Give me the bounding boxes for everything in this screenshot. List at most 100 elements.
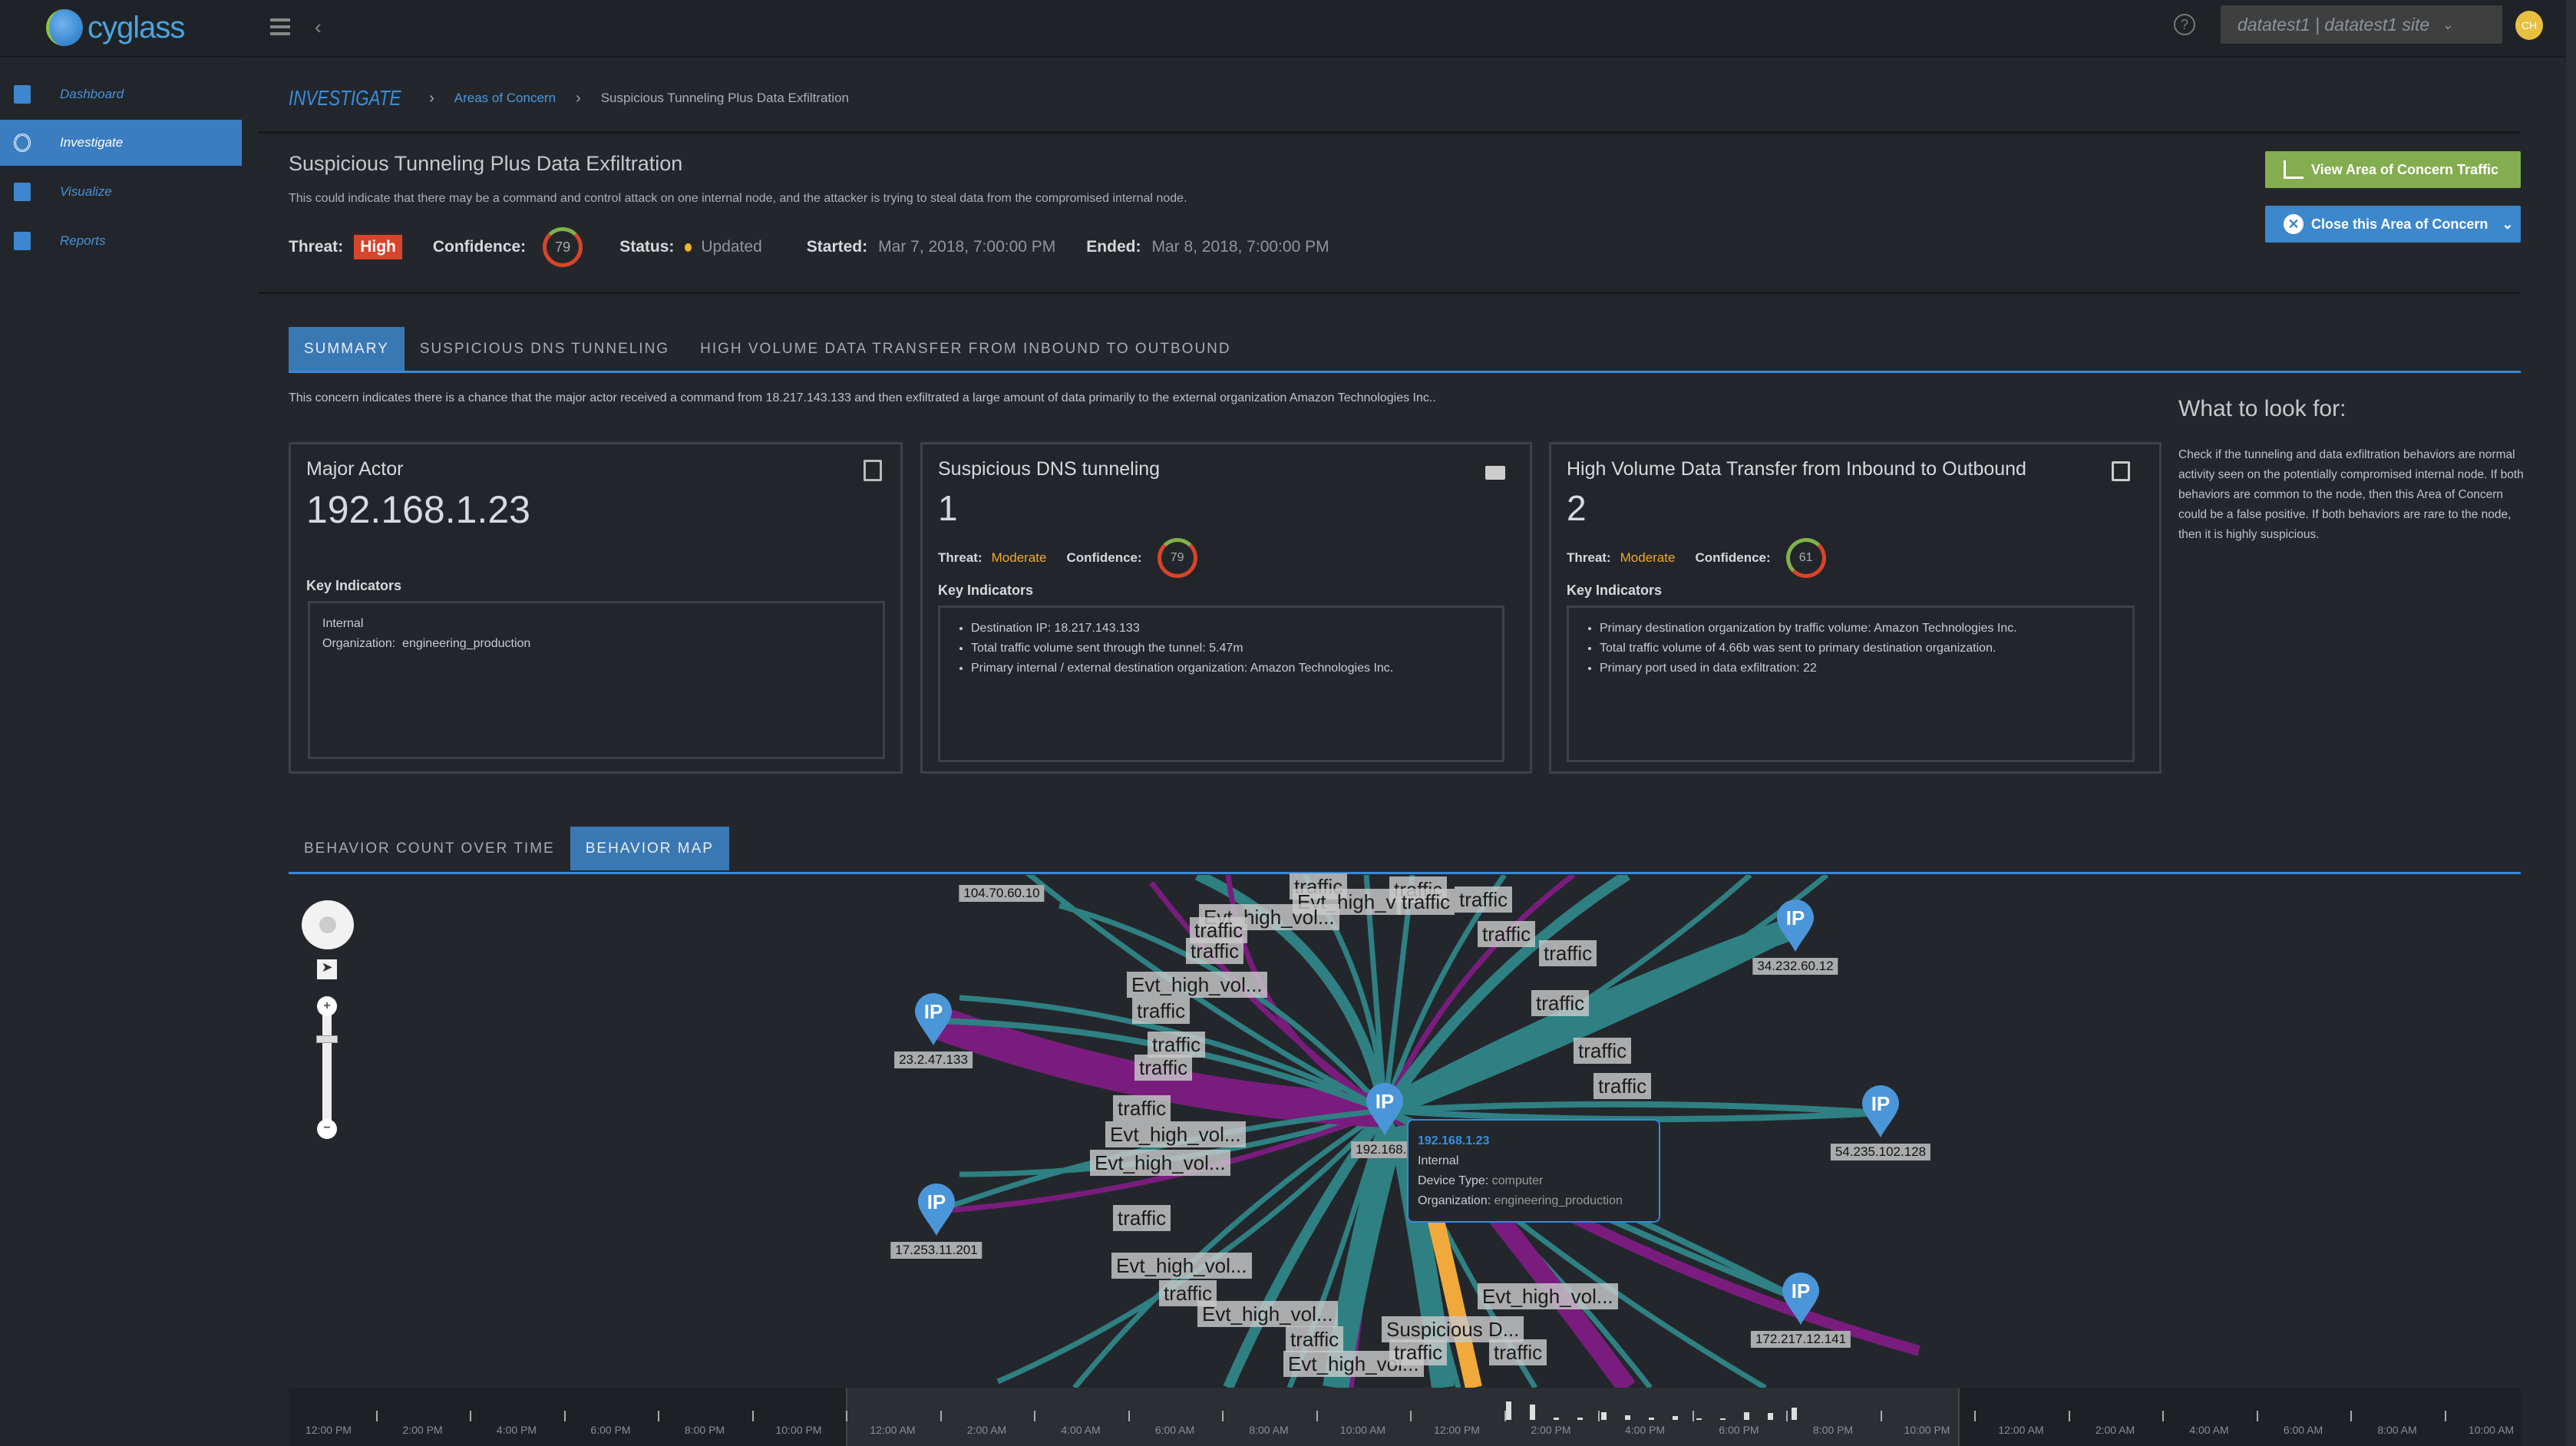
edge[interactable]: [1348, 1110, 1388, 1388]
tab-summary[interactable]: SUMMARY: [289, 327, 405, 371]
help-icon[interactable]: ?: [2174, 14, 2195, 35]
edge-label[interactable]: Evt_high_vol...: [1199, 904, 1339, 930]
edge[interactable]: [1383, 875, 1829, 1114]
edge[interactable]: [1149, 880, 1387, 1113]
page-scrollbar[interactable]: [2566, 0, 2576, 1446]
edge[interactable]: [1379, 916, 1800, 1121]
edge[interactable]: [1382, 875, 1507, 1112]
collapse-chevron-icon[interactable]: ‹: [315, 15, 322, 38]
zoom-slider-handle[interactable]: [316, 1035, 338, 1043]
page-title: Suspicious Tunneling Plus Data Exfiltrat…: [289, 152, 683, 175]
edge[interactable]: [996, 1108, 1387, 1385]
tab-behavior-count[interactable]: BEHAVIOR COUNT OVER TIME: [304, 840, 555, 857]
edge-label[interactable]: traffic: [1132, 998, 1191, 1024]
edge[interactable]: [1380, 875, 1630, 1114]
edge[interactable]: [1286, 1110, 1388, 1388]
timeline-tick-label: 2:00 AM: [2095, 1424, 2135, 1436]
edge-label[interactable]: Evt_high_vol...: [1283, 1351, 1424, 1377]
edge[interactable]: [1225, 875, 1386, 1114]
edge[interactable]: [1383, 875, 1752, 1114]
edge-label[interactable]: traffic: [1389, 1339, 1448, 1365]
sidebar-item-reports[interactable]: Reports: [0, 218, 242, 264]
edge-label[interactable]: Evt_high_vol...: [1127, 972, 1267, 998]
edge[interactable]: [1223, 1107, 1389, 1388]
edge-label[interactable]: traffic: [1286, 1326, 1344, 1352]
edge-label[interactable]: Evt_high_vol...: [1197, 1301, 1338, 1327]
edge-label[interactable]: traffic: [1389, 877, 1448, 903]
ip-node[interactable]: IP: [918, 1184, 955, 1236]
sidebar-item-visualize[interactable]: Visualize: [0, 169, 242, 215]
edge-label[interactable]: traffic: [1186, 938, 1244, 964]
ip-node[interactable]: IP: [1862, 1085, 1899, 1137]
avatar[interactable]: CH: [2515, 11, 2543, 40]
status-dot: [685, 243, 692, 252]
edge[interactable]: [1382, 919, 1799, 1119]
edge-label[interactable]: traffic: [1489, 1339, 1547, 1365]
edge-label[interactable]: traffic: [1397, 889, 1455, 915]
edge[interactable]: [1323, 1122, 1405, 1388]
edge-label[interactable]: traffic: [1159, 1280, 1217, 1306]
timeline-tick: [470, 1411, 471, 1421]
ip-node-icon-text: IP: [1376, 1090, 1395, 1113]
breadcrumb-parent-link[interactable]: Areas of Concern: [454, 91, 556, 105]
network-icon[interactable]: [1485, 466, 1505, 480]
edge[interactable]: [1363, 875, 1388, 1111]
edge-label[interactable]: traffic: [1593, 1073, 1652, 1099]
external-link-icon[interactable]: [2112, 461, 2130, 481]
ip-node[interactable]: IP: [1366, 1083, 1403, 1135]
edge[interactable]: [1072, 1108, 1386, 1388]
edge-label[interactable]: Evt_high_vol...: [1111, 1253, 1252, 1279]
edge-label[interactable]: Evt_high_v: [1293, 889, 1401, 915]
edge[interactable]: [936, 1108, 1386, 1214]
edge[interactable]: [935, 1108, 1385, 1214]
edge[interactable]: [1195, 875, 1390, 1112]
ip-node[interactable]: IP: [915, 993, 952, 1045]
edge-label[interactable]: traffic: [1455, 886, 1513, 913]
edge[interactable]: [1384, 1101, 1881, 1116]
edge[interactable]: [927, 1005, 1386, 1127]
ip-node[interactable]: IP: [1777, 900, 1814, 952]
menu-icon[interactable]: [270, 18, 290, 35]
edge-label[interactable]: Evt_high_vol...: [1478, 1283, 1618, 1309]
edge-label[interactable]: traffic: [1113, 1205, 1171, 1231]
edge-label[interactable]: Suspicious D...: [1382, 1316, 1524, 1342]
edge-label[interactable]: traffic: [1290, 873, 1348, 900]
edge-label[interactable]: traffic: [1478, 921, 1536, 947]
ip-pin-icon: [1782, 1273, 1819, 1325]
sidebar-item-dashboard[interactable]: Dashboard: [0, 71, 242, 117]
tab-high-volume-transfer[interactable]: HIGH VOLUME DATA TRANSFER FROM INBOUND T…: [700, 340, 1231, 357]
zoom-in-icon[interactable]: +: [317, 996, 337, 1016]
threat-value: Moderate: [991, 550, 1047, 565]
edge[interactable]: [959, 995, 1386, 1114]
edge-label[interactable]: traffic: [1113, 1095, 1171, 1121]
tab-behavior-map[interactable]: BEHAVIOR MAP: [570, 827, 729, 870]
edge[interactable]: [1382, 875, 1576, 1112]
edge[interactable]: [959, 1108, 1386, 1177]
zoom-out-icon[interactable]: −: [317, 1119, 337, 1139]
edge-label[interactable]: traffic: [1148, 1032, 1206, 1058]
ip-node[interactable]: IP: [1782, 1273, 1819, 1325]
edge[interactable]: [1303, 875, 1388, 1111]
edge-label[interactable]: traffic: [1531, 990, 1590, 1016]
edge[interactable]: [1002, 852, 1386, 1114]
close-concern-button[interactable]: ✕ Close this Area of Concern ⌄: [2265, 206, 2521, 243]
edge-label[interactable]: traffic: [1134, 1055, 1193, 1081]
edge[interactable]: [1382, 875, 1415, 1111]
edge-label[interactable]: traffic: [1539, 940, 1597, 966]
view-traffic-button[interactable]: View Area of Concern Traffic: [2265, 151, 2521, 188]
edge-label[interactable]: traffic: [1190, 917, 1248, 943]
edge-label[interactable]: traffic: [1574, 1038, 1632, 1064]
tab-suspicious-dns-tunneling[interactable]: SUSPICIOUS DNS TUNNELING: [419, 340, 670, 357]
site-selector[interactable]: datatest1 | datatest1 site ⌄: [2221, 5, 2502, 44]
edge[interactable]: [1058, 903, 1387, 1113]
select-tool-button[interactable]: ➤: [317, 959, 337, 979]
sidebar-item-investigate[interactable]: Investigate: [0, 120, 242, 166]
breadcrumb-section[interactable]: INVESTIGATE: [289, 86, 401, 110]
navigation-control[interactable]: [302, 900, 354, 949]
cyglass-logo[interactable]: cyglass: [46, 5, 185, 51]
edge-label[interactable]: Evt_high_vol...: [1090, 1150, 1230, 1176]
edge[interactable]: [933, 1018, 1386, 1114]
edge[interactable]: [1384, 1108, 1881, 1123]
edge-label[interactable]: Evt_high_vol...: [1105, 1121, 1246, 1147]
zoom-slider[interactable]: [322, 998, 332, 1136]
